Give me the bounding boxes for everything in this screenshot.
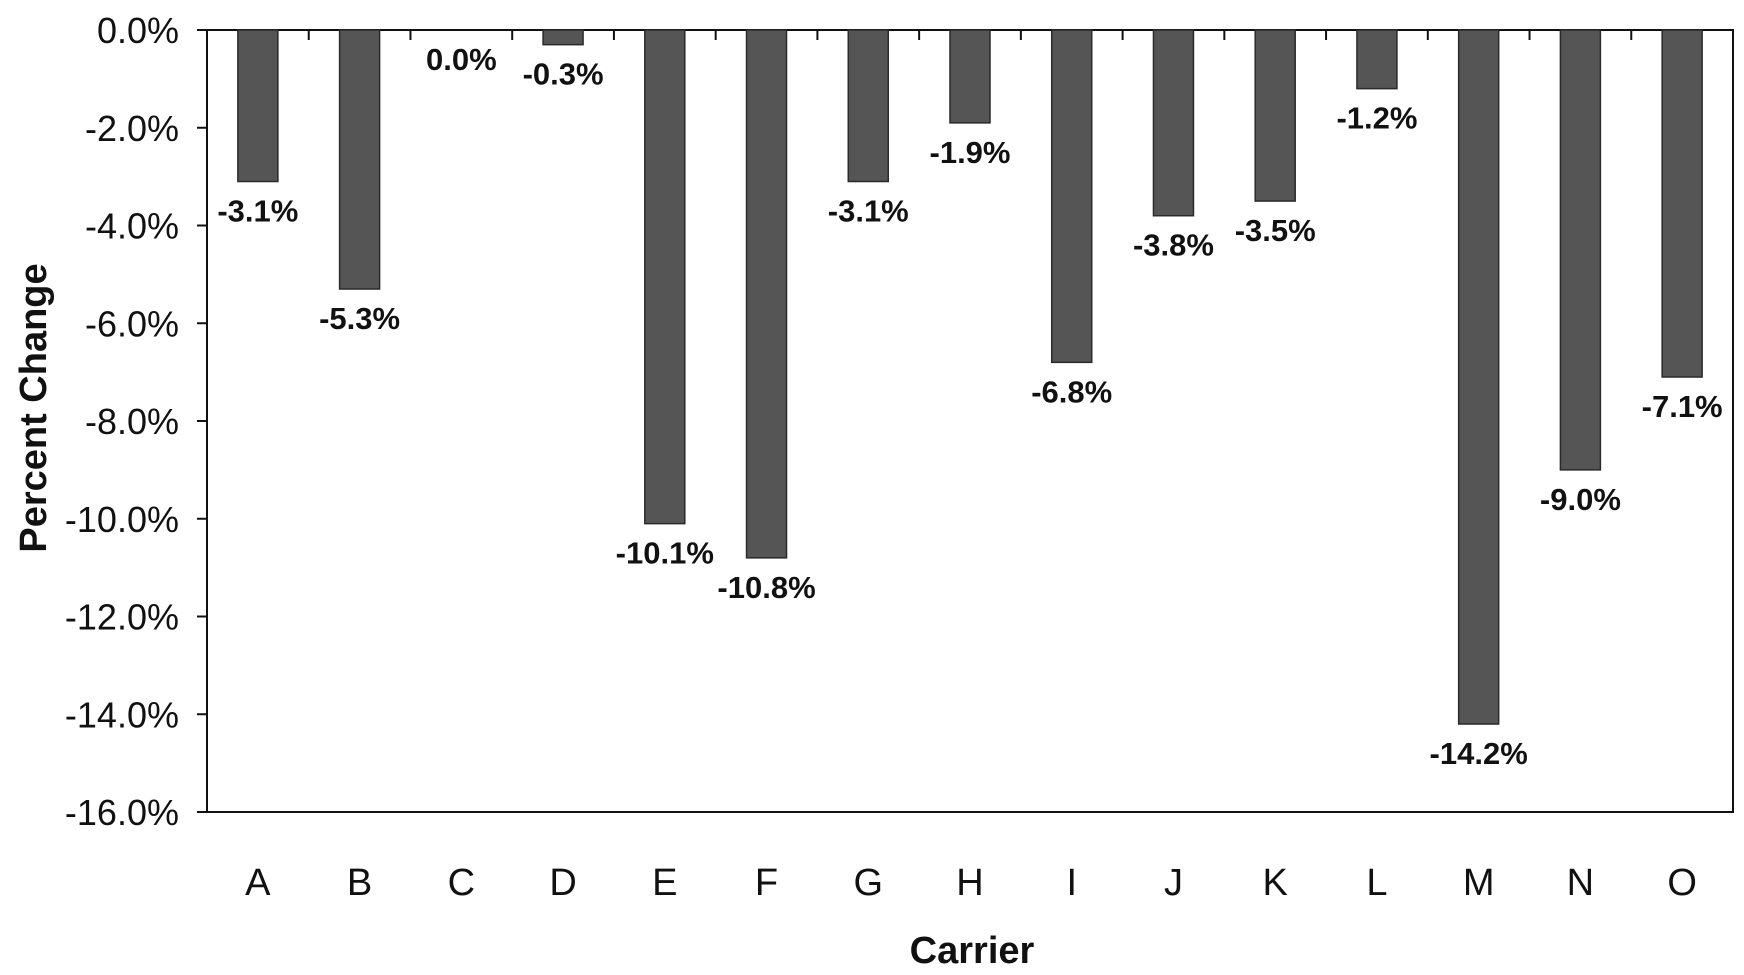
data-labels: -3.1% -5.3% 0.0% -0.3% -10.1%-10.8% -3.1% -1.9… xyxy=(217,42,1722,771)
data-label-D: -0.3% xyxy=(523,57,604,92)
category-label-A: A xyxy=(245,862,271,904)
y-tick-label: -6.0% xyxy=(85,303,179,344)
data-label-G: -3.1% xyxy=(828,194,909,229)
bar-F xyxy=(745,29,788,559)
bar-L xyxy=(1356,29,1398,90)
bar-M xyxy=(1457,29,1500,725)
category-label-I: I xyxy=(1066,862,1077,904)
bar-I xyxy=(1050,29,1093,364)
category-label-J: J xyxy=(1164,862,1183,904)
y-tick-label: 0.0% xyxy=(97,10,179,51)
data-label-C: 0.0% xyxy=(426,42,497,77)
y-tick-label: -8.0% xyxy=(85,401,179,442)
data-label-L: -1.2% xyxy=(1336,101,1417,136)
y-tick-label: -12.0% xyxy=(65,597,179,638)
category-label-D: D xyxy=(549,862,576,904)
data-label-O: -7.1% xyxy=(1642,389,1723,424)
bar-N xyxy=(1559,29,1602,471)
category-label-H: H xyxy=(956,862,983,904)
y-tick-label: -10.0% xyxy=(65,499,179,540)
y-tick-label: -14.0% xyxy=(65,694,179,735)
category-label-O: O xyxy=(1667,862,1697,904)
data-label-B: -5.3% xyxy=(319,301,400,336)
category-label-C: C xyxy=(448,862,475,904)
category-label-E: E xyxy=(652,862,677,904)
bar-H xyxy=(949,29,991,124)
x-axis-ticks xyxy=(206,30,1734,40)
category-label-M: M xyxy=(1463,862,1495,904)
data-label-M: -14.2% xyxy=(1430,736,1528,771)
data-label-A: -3.1% xyxy=(217,194,298,229)
category-label-K: K xyxy=(1263,862,1288,904)
bar-G xyxy=(847,29,890,183)
category-label-L: L xyxy=(1366,862,1387,904)
data-label-I: -6.8% xyxy=(1031,374,1112,409)
bar-series xyxy=(237,29,1703,725)
category-label-F: F xyxy=(755,862,778,904)
x-axis-title: Carrier xyxy=(910,930,1035,970)
data-label-H: -1.9% xyxy=(930,135,1011,170)
y-axis: 0.0% -2.0% -4.0% -6.0% -8.0% -10.0% -12.0% -14.… xyxy=(65,10,207,833)
category-label-G: G xyxy=(853,862,883,904)
bar-O xyxy=(1661,29,1703,378)
bar-A xyxy=(237,29,279,183)
bar-J xyxy=(1152,29,1195,217)
y-tick-label: -16.0% xyxy=(65,792,179,833)
x-axis: A B C D E F G H I J K L M N O xyxy=(245,862,1697,904)
bar-E xyxy=(644,29,686,525)
y-tick-label: -4.0% xyxy=(85,206,179,247)
data-label-F: -10.8% xyxy=(717,570,815,605)
bar-K xyxy=(1254,29,1296,202)
category-label-B: B xyxy=(347,862,372,904)
y-axis-title: Percent Change xyxy=(13,263,55,552)
y-tick-label: -2.0% xyxy=(85,108,179,149)
category-label-N: N xyxy=(1567,862,1594,904)
bar-B xyxy=(338,29,381,290)
bar-D xyxy=(542,29,584,46)
data-label-N: -9.0% xyxy=(1540,482,1621,517)
data-label-J: -3.8% xyxy=(1133,228,1214,263)
data-label-E: -10.1% xyxy=(616,536,714,571)
data-label-K: -3.5% xyxy=(1235,213,1316,248)
